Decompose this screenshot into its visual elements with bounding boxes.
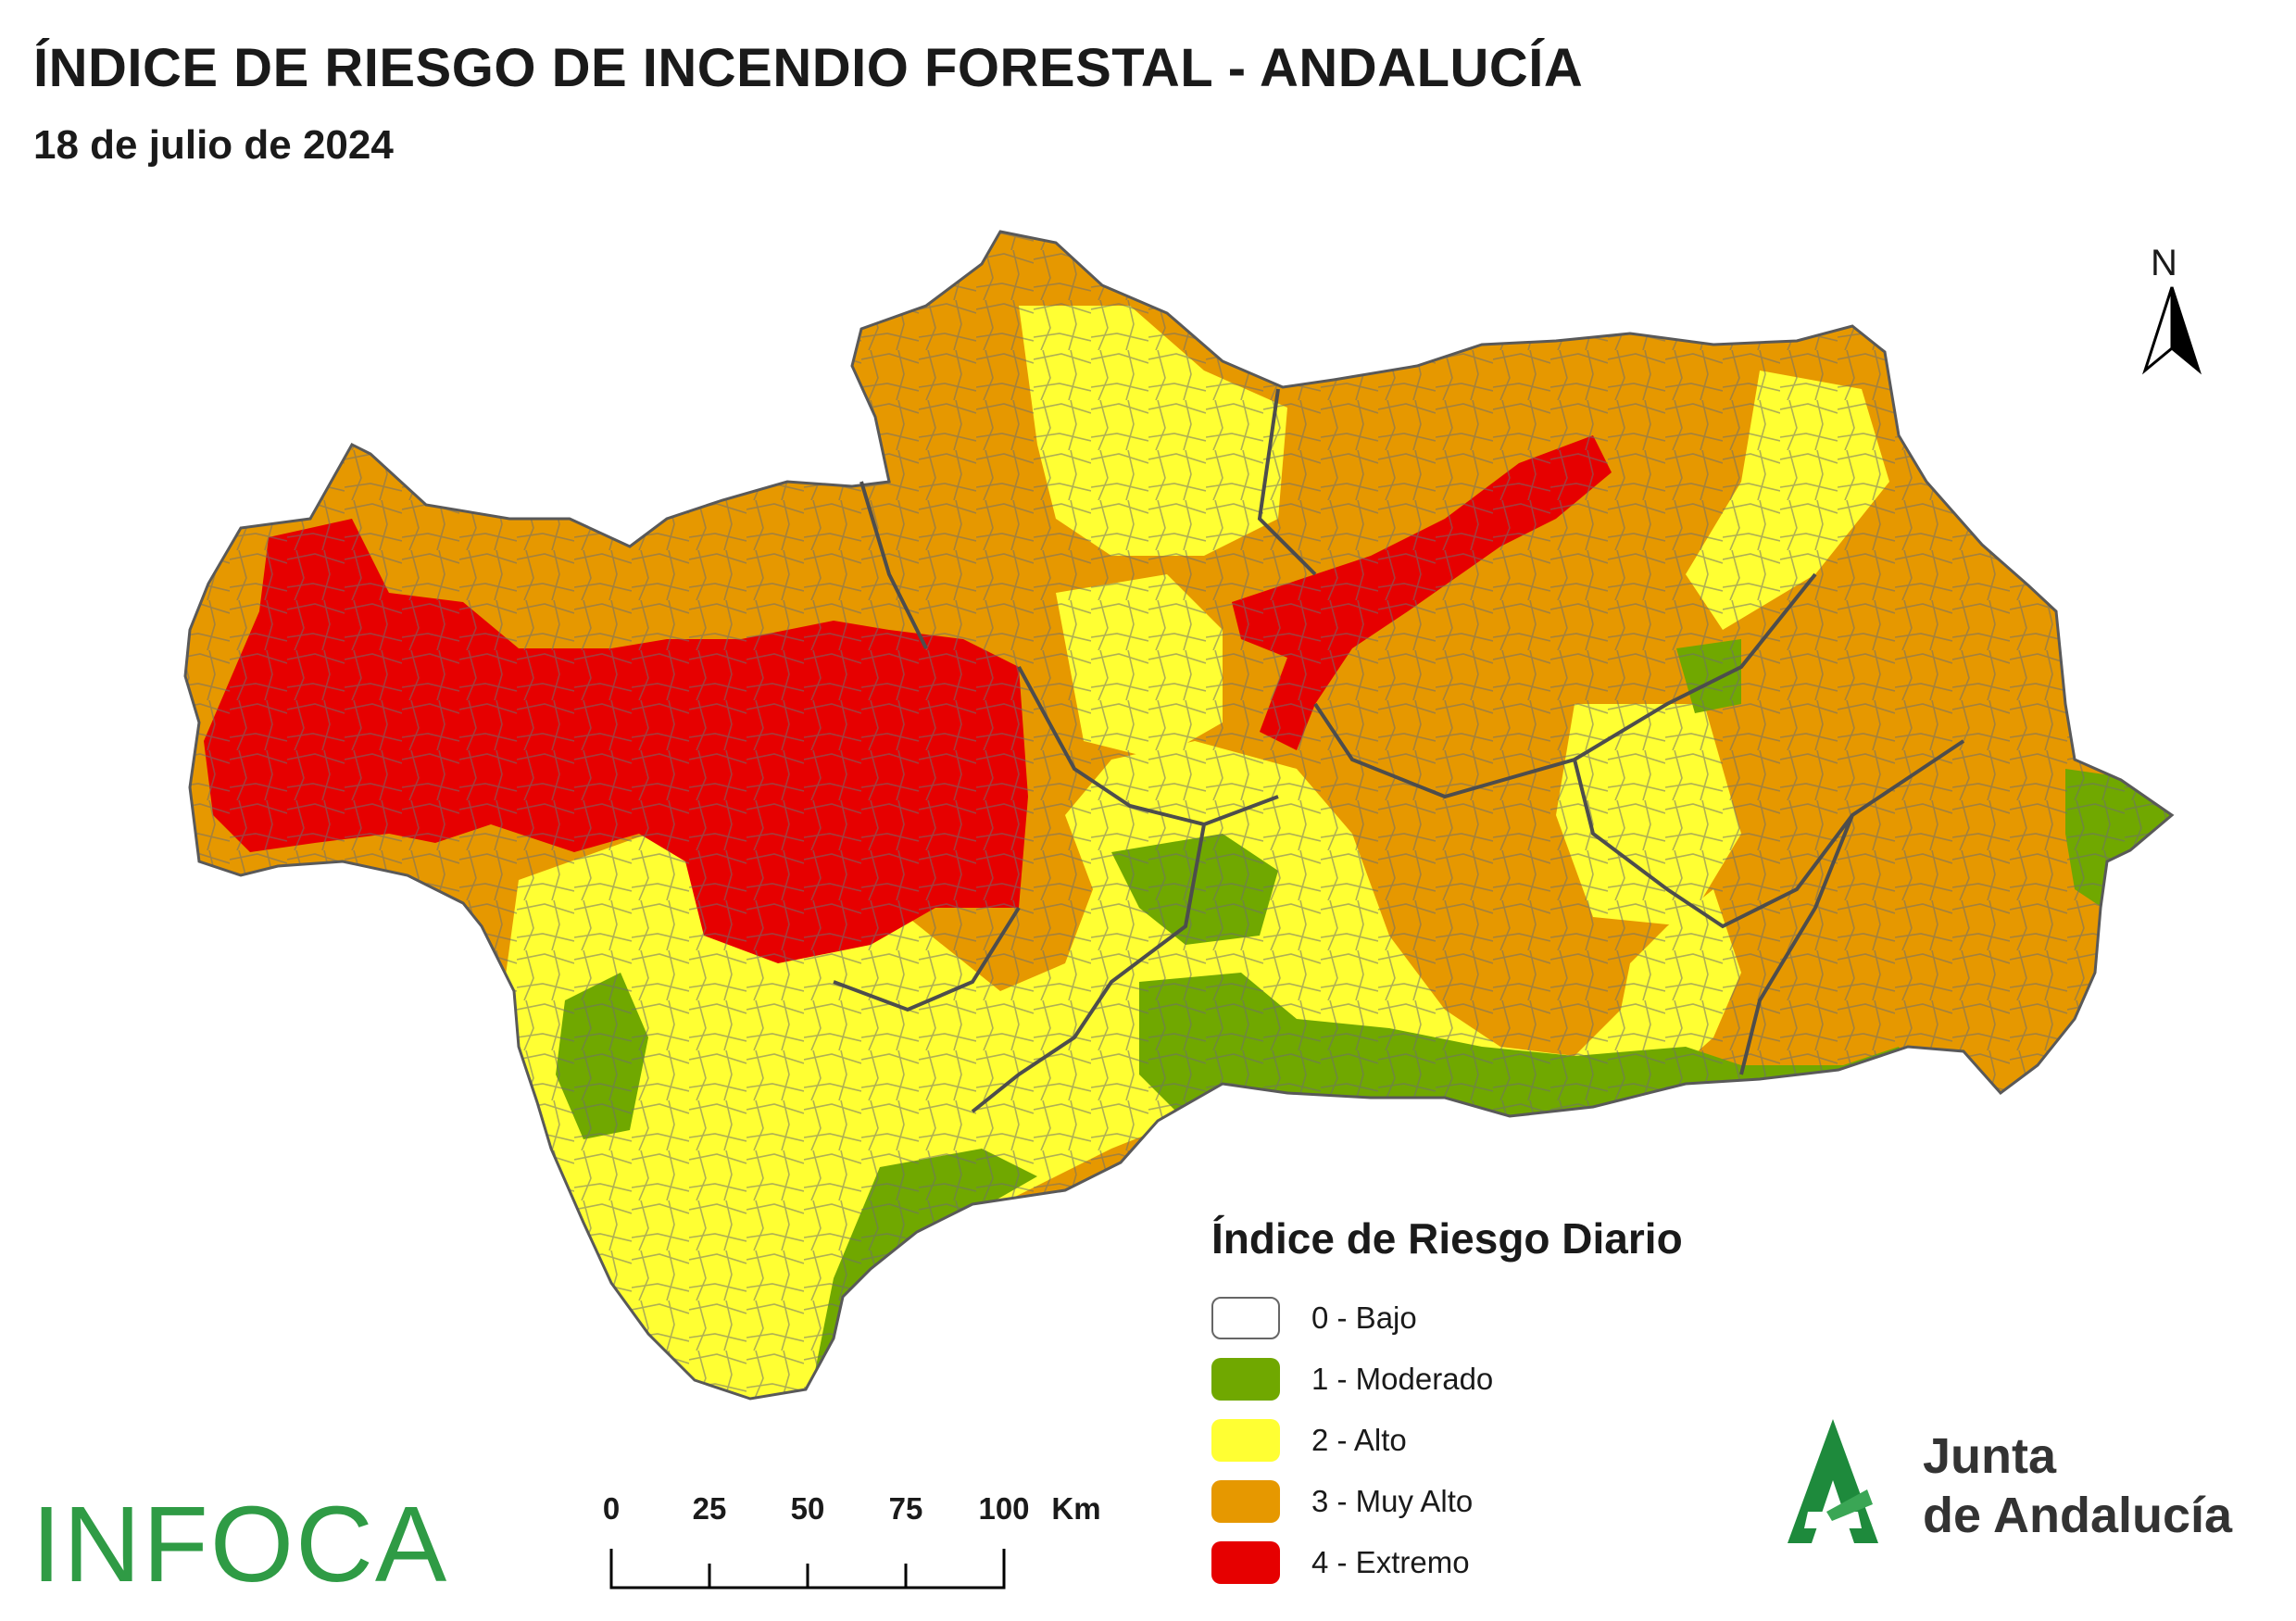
legend-item-extremo: 4 - Extremo [1211,1532,1683,1593]
municipal-boundaries [185,232,2172,1399]
legend-title: Índice de Riesgo Diario [1211,1214,1683,1263]
north-arrow-icon [2141,286,2202,375]
risk-zones [185,232,2172,1399]
legend-label: 0 - Bajo [1311,1301,1417,1335]
junta-line-2: de Andalucía [1923,1488,2233,1543]
map-date: 18 de julio de 2024 [33,122,394,168]
swatch-muy-alto [1211,1480,1280,1523]
north-label: N [2151,243,2177,283]
scale-tick-label: 0 [602,1491,621,1526]
scale-bar: 0 25 50 75 100 Km [593,1491,1111,1593]
scale-tick-label: 75 [888,1491,923,1526]
map-title: ÍNDICE DE RIESGO DE INCENDIO FORESTAL - … [33,38,1584,98]
legend: Índice de Riesgo Diario 0 - Bajo 1 - Mod… [1211,1213,1683,1593]
scale-tick-label: 25 [692,1491,727,1526]
scale-unit: Km [1051,1491,1101,1526]
province-boundaries [833,388,1965,1113]
legend-item-alto: 2 - Alto [1211,1410,1683,1471]
infoca-logo: INFOCA [31,1484,449,1604]
legend-label: 1 - Moderado [1311,1362,1494,1396]
junta-line-1: Junta [1923,1428,2057,1484]
legend-label: 2 - Alto [1311,1423,1407,1457]
legend-label: 4 - Extremo [1311,1545,1470,1579]
swatch-alto [1211,1419,1280,1462]
legend-item-muy-alto: 3 - Muy Alto [1211,1471,1683,1532]
junta-andalucia-wordmark: Junta de Andalucía [1923,1426,2232,1545]
legend-item-moderado: 1 - Moderado [1211,1349,1683,1410]
swatch-bajo [1211,1297,1280,1339]
scale-ruler [609,1549,1006,1590]
swatch-extremo [1211,1541,1280,1584]
legend-label: 3 - Muy Alto [1311,1484,1474,1518]
swatch-moderado [1211,1358,1280,1401]
scale-tick-label: 100 [978,1491,1030,1526]
scale-tick-label: 50 [790,1491,825,1526]
junta-andalucia-logo-icon [1788,1419,1878,1543]
legend-item-bajo: 0 - Bajo [1211,1288,1683,1349]
